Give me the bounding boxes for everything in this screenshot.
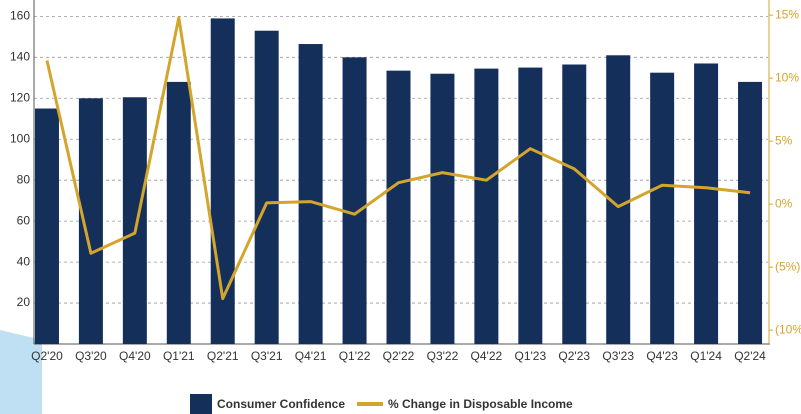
y-tick-label: 60 xyxy=(17,213,31,227)
x-tick-label: Q3'20 xyxy=(75,349,107,363)
bar xyxy=(342,57,367,344)
bar xyxy=(386,70,411,345)
y2-tick-label: 5% xyxy=(775,133,793,147)
y-tick-label: 20 xyxy=(17,295,31,309)
bar xyxy=(650,72,675,344)
legend-label: % Change in Disposable Income xyxy=(388,397,573,411)
bar xyxy=(518,67,543,345)
y2-tick-label: 10% xyxy=(775,70,799,84)
bar xyxy=(34,108,59,345)
x-tick-label: Q2'22 xyxy=(383,349,415,363)
x-tick-label: Q2'20 xyxy=(31,349,63,363)
y-tick-label: 160 xyxy=(10,9,30,23)
bar xyxy=(166,81,191,345)
bar xyxy=(562,64,587,344)
x-tick-label: Q1'23 xyxy=(514,349,546,363)
x-tick-label: Q4'20 xyxy=(119,349,151,363)
x-tick-label: Q1'22 xyxy=(339,349,371,363)
bar xyxy=(738,81,763,345)
x-tick-label: Q2'23 xyxy=(558,349,590,363)
legend-label: Consumer Confidence xyxy=(217,397,345,411)
x-tick-label: Q2'24 xyxy=(734,349,766,363)
bar xyxy=(254,30,279,344)
bar xyxy=(298,44,323,345)
x-tick-label: Q1'24 xyxy=(690,349,722,363)
legend-swatch xyxy=(190,394,212,414)
y2-tick-label: (5%) xyxy=(775,259,800,273)
bar xyxy=(430,73,455,344)
y-tick-label: 140 xyxy=(10,50,30,64)
y-tick-label: 100 xyxy=(10,131,30,145)
y2-tick-label: 15% xyxy=(775,7,799,21)
x-tick-label: Q3'22 xyxy=(427,349,459,363)
y2-tick-label: (10% xyxy=(775,322,801,336)
bar xyxy=(694,63,719,344)
y2-tick-label: 0% xyxy=(775,196,793,210)
line xyxy=(45,16,751,301)
y-tick-label: 80 xyxy=(17,172,31,186)
x-tick-label: Q4'21 xyxy=(295,349,327,363)
y-tick-label: 120 xyxy=(10,90,30,104)
bar xyxy=(122,97,147,344)
x-tick-label: Q4'22 xyxy=(471,349,503,363)
x-tick-label: Q3'21 xyxy=(251,349,283,363)
decoration xyxy=(0,330,42,414)
x-tick-label: Q1'21 xyxy=(163,349,195,363)
x-tick-label: Q2'21 xyxy=(207,349,239,363)
bar xyxy=(474,68,499,344)
x-tick-label: Q3'23 xyxy=(602,349,634,363)
y-tick-label: 40 xyxy=(17,254,31,268)
x-tick-label: Q4'23 xyxy=(646,349,678,363)
